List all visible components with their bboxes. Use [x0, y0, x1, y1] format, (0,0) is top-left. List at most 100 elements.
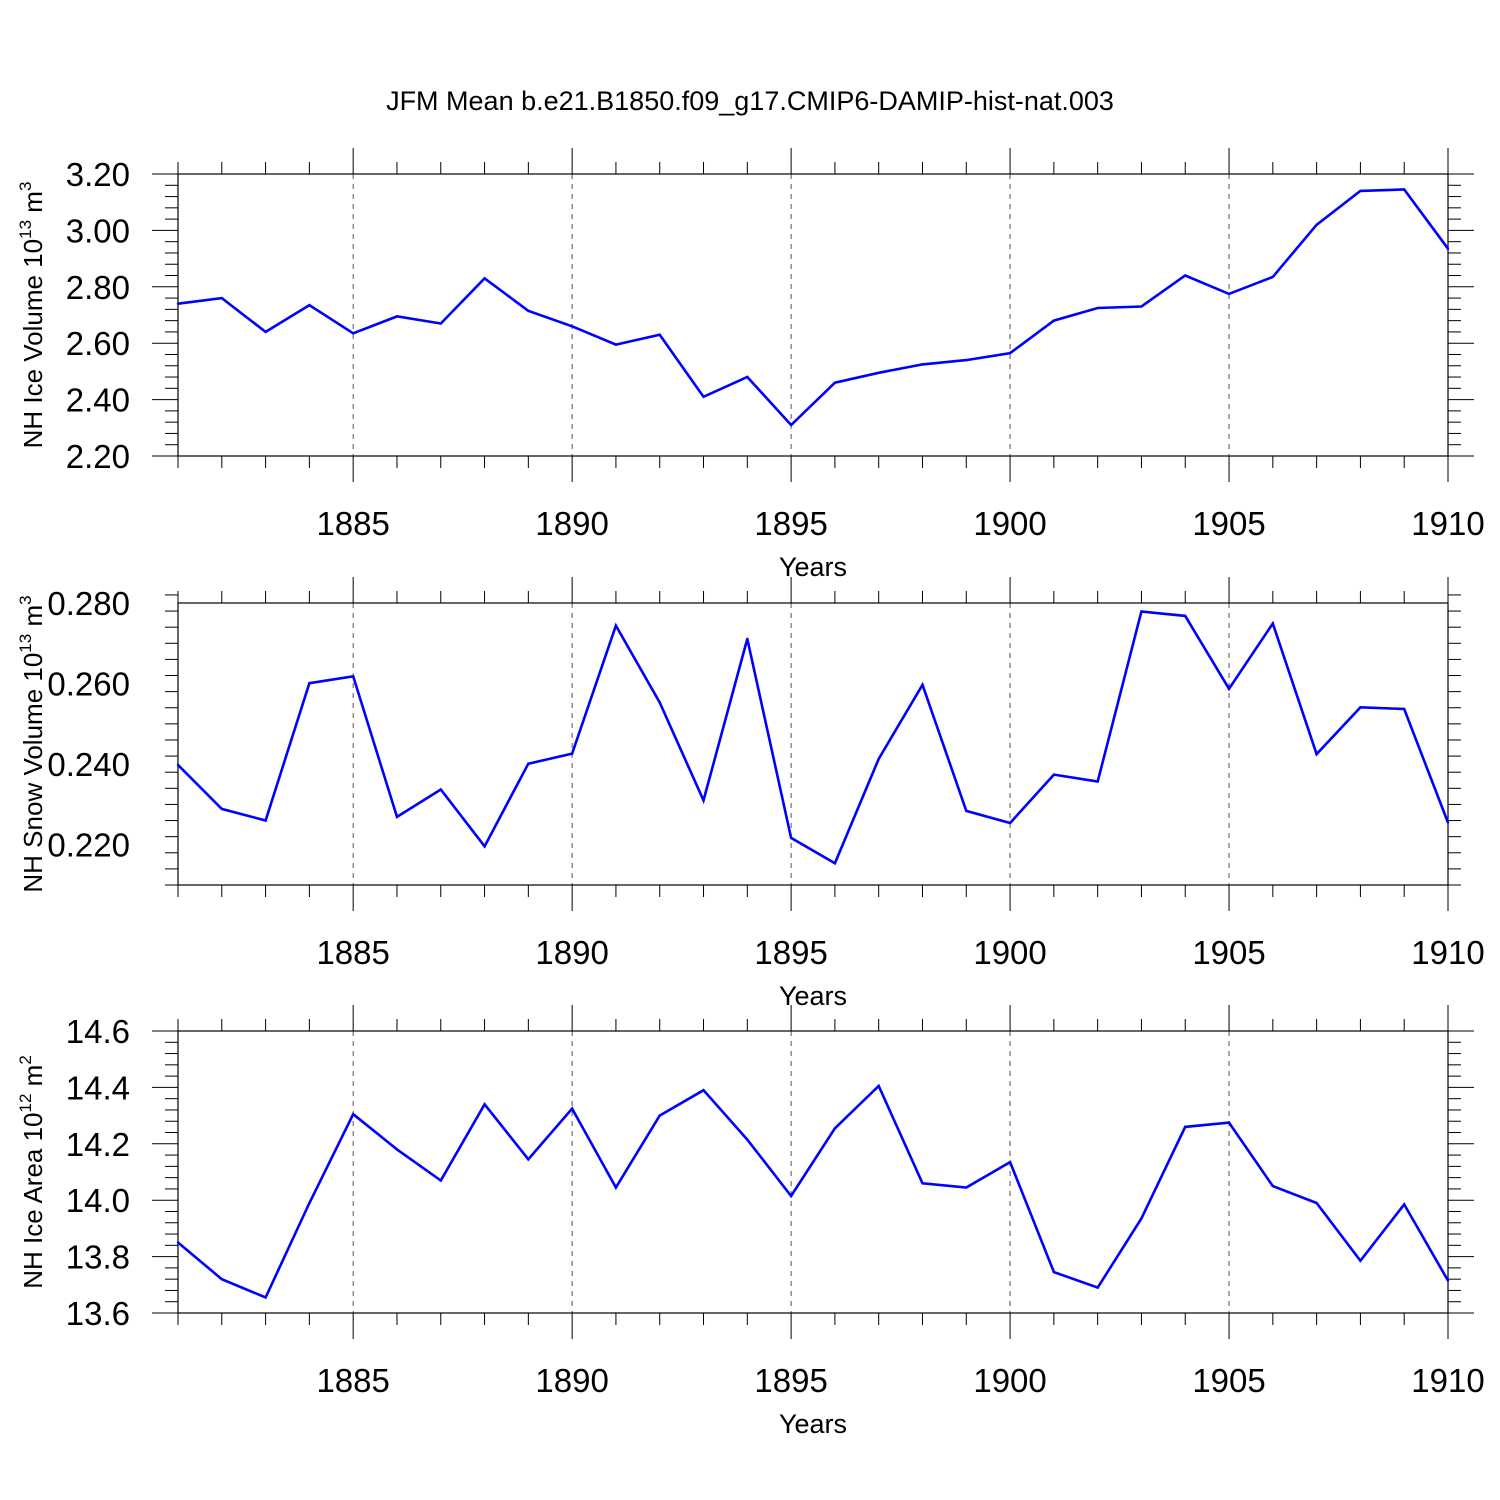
y-axis-label-base: NH Snow Volume 10 — [18, 653, 48, 893]
y-axis-label-exponent: 12 — [16, 1094, 35, 1113]
y-axis-label-unit-exponent: 3 — [16, 182, 35, 191]
y-tick-label: 13.6 — [66, 1295, 130, 1332]
data-point — [877, 1084, 880, 1088]
data-point — [746, 637, 749, 641]
y-tick-label: 3.00 — [66, 212, 130, 249]
y-tick-label: 2.60 — [66, 325, 130, 362]
data-point — [921, 683, 924, 686]
x-axis-label: Years — [779, 1409, 847, 1439]
y-axis-label-unit-exponent: 2 — [16, 1055, 35, 1064]
y-tick-label: 13.8 — [66, 1239, 130, 1276]
data-point — [702, 799, 705, 802]
data-point — [264, 819, 267, 822]
data-point — [1271, 622, 1275, 625]
data-point — [1315, 1201, 1318, 1205]
data-point — [1096, 1286, 1099, 1289]
data-point — [614, 1186, 618, 1189]
data-point — [1227, 292, 1231, 296]
x-tick-label: 1905 — [1192, 934, 1265, 971]
y-tick-label: 14.0 — [66, 1182, 130, 1219]
figure-title: JFM Mean b.e21.B1850.f09_g17.CMIP6-DAMIP… — [386, 86, 1114, 116]
data-point — [1184, 614, 1187, 618]
y-tick-label: 14.4 — [66, 1069, 130, 1106]
data-point — [1184, 1125, 1187, 1129]
data-point — [1140, 305, 1143, 308]
data-point — [1008, 1160, 1012, 1164]
y-axis-label-base: NH Ice Volume 10 — [18, 239, 48, 449]
data-point — [1446, 247, 1450, 250]
data-point — [789, 836, 793, 840]
data-point — [1446, 821, 1450, 824]
x-axis-label: Years — [779, 552, 847, 582]
data-point — [658, 1114, 661, 1117]
y-tick-label: 0.260 — [47, 666, 130, 703]
data-point — [264, 330, 267, 334]
y-tick-label: 2.20 — [66, 438, 130, 475]
data-point — [965, 1186, 968, 1189]
data-point — [439, 1179, 442, 1182]
plot-frame — [177, 602, 1449, 886]
data-point — [789, 1194, 793, 1198]
plot-frame — [177, 1030, 1449, 1314]
x-tick-label: 1885 — [316, 505, 389, 542]
chart-panel-2: 1885 1890 1895 1900 1905 1910 0.220 0.240 0.260 0… — [16, 577, 1485, 1011]
x-tick-label: 1905 — [1192, 1362, 1265, 1399]
x-tick-label: 1885 — [316, 934, 389, 971]
data-point — [1227, 687, 1231, 691]
data-point — [220, 296, 223, 300]
y-axis-label-unit: m — [18, 1065, 48, 1094]
series-line-3 — [177, 1083, 1450, 1300]
data-point — [1315, 752, 1318, 756]
data-point — [1359, 189, 1362, 193]
data-point — [527, 762, 530, 765]
data-point — [395, 1148, 399, 1151]
data-point — [789, 423, 793, 427]
y-tick-label: 0.220 — [47, 827, 130, 864]
x-tick-label: 1890 — [535, 505, 608, 542]
data-point — [483, 845, 486, 848]
y-axis-label-exponent: 13 — [16, 634, 35, 653]
data-point — [1271, 1184, 1275, 1188]
y-tick-label: 0.240 — [47, 746, 130, 783]
data-point — [570, 752, 574, 755]
data-point — [702, 1089, 705, 1092]
data-point — [264, 1296, 267, 1299]
y-tick-label: 3.20 — [66, 156, 130, 193]
x-tick-label: 1895 — [754, 934, 827, 971]
data-point — [439, 788, 442, 791]
x-tick-label: 1895 — [754, 505, 827, 542]
x-tick-label: 1890 — [535, 1362, 608, 1399]
x-tick-label: 1910 — [1411, 934, 1484, 971]
data-point — [351, 1112, 355, 1116]
y-axis-label-base: NH Ice Area 10 — [18, 1112, 48, 1288]
y-axis-label: NH Ice Area 1012 m2 — [16, 1055, 48, 1289]
data-point — [570, 325, 574, 328]
chart-panel-3: 1885 1890 1895 1900 1905 1910 13.6 13.8 14.0 14.2… — [16, 1005, 1485, 1439]
data-point — [921, 1182, 924, 1185]
plot-frame — [177, 173, 1449, 457]
data-point — [176, 302, 180, 305]
data-point — [1315, 223, 1318, 226]
data-point — [570, 1107, 574, 1110]
series-line-1 — [177, 188, 1450, 427]
x-axis-label: Years — [779, 981, 847, 1011]
data-point — [220, 1277, 223, 1281]
y-axis-label: NH Snow Volume 1013 m3 — [16, 595, 48, 892]
data-point — [833, 381, 837, 384]
data-point — [483, 277, 486, 280]
y-axis-label-unit: m — [18, 605, 48, 634]
y-axis-label: NH Ice Volume 1013 m3 — [16, 182, 48, 449]
x-tick-label: 1910 — [1411, 1362, 1484, 1399]
y-axis-label-unit-exponent: 3 — [16, 595, 35, 604]
data-point — [658, 701, 661, 704]
data-point — [308, 1201, 311, 1205]
x-tick-label: 1905 — [1192, 505, 1265, 542]
data-point — [1403, 188, 1406, 191]
data-point — [439, 322, 442, 325]
data-point — [220, 807, 223, 811]
y-tick-label: 14.6 — [66, 1013, 130, 1050]
data-point — [614, 343, 618, 346]
data-point — [1446, 1279, 1450, 1282]
y-tick-label: 14.2 — [66, 1126, 130, 1163]
